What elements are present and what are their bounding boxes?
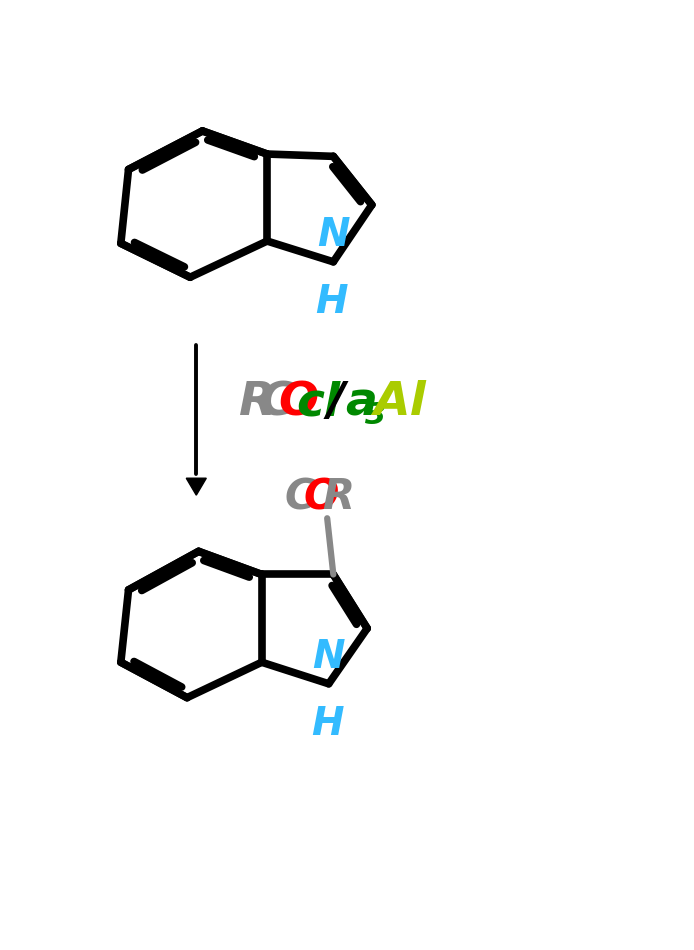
Text: C: C [285, 477, 315, 519]
Text: H: H [316, 283, 348, 321]
Text: R: R [239, 380, 275, 426]
Polygon shape [186, 478, 206, 495]
Text: 3: 3 [365, 401, 386, 429]
Text: R: R [322, 477, 354, 519]
Text: a: a [345, 380, 377, 426]
Text: N: N [317, 217, 350, 255]
Text: Al: Al [373, 380, 425, 426]
Text: H: H [311, 705, 344, 743]
Text: /: / [328, 380, 345, 426]
Text: cl: cl [296, 380, 341, 426]
Text: O: O [303, 477, 339, 519]
Text: C: C [260, 380, 294, 426]
Text: O: O [279, 380, 319, 426]
Text: N: N [312, 638, 345, 676]
